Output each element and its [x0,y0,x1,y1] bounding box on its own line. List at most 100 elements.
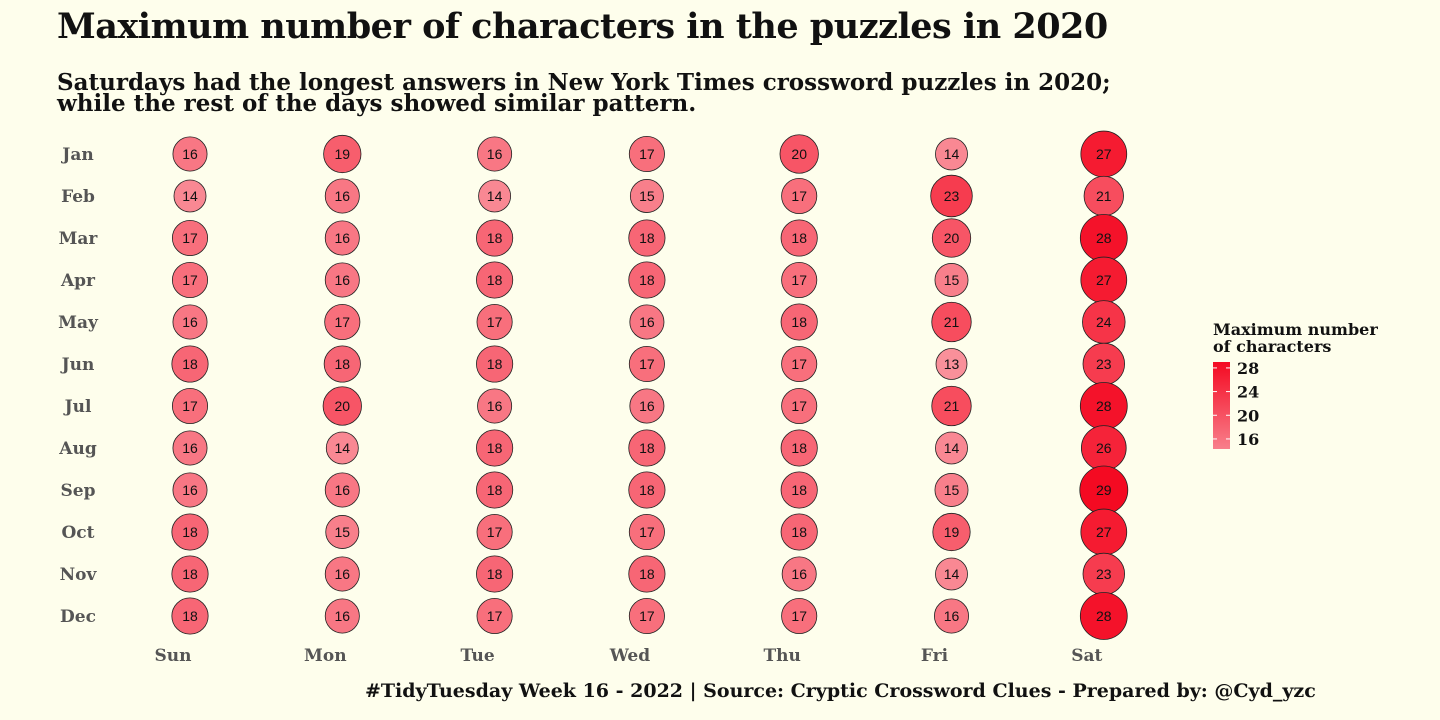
bubble-circle [172,136,208,172]
bubble-circle [171,219,209,257]
bubble-circle [628,597,665,635]
bubble-nov-tue: 18 [476,555,514,593]
bubble-jan-tue: 16 [477,136,513,172]
bubble-value-label: 16 [335,566,351,582]
bubble-circle [781,597,818,635]
bubble-value-label: 16 [944,608,960,624]
bubble-mar-sat: 28 [1079,214,1128,262]
bubble-aug-sun: 16 [172,430,208,466]
bubble-jul-thu: 17 [781,387,818,425]
bubble-value-label: 17 [791,272,807,288]
bubble-circle [172,304,208,340]
bubble-may-mon: 17 [324,303,361,341]
bubble-value-label: 18 [791,314,807,330]
legend-tick-label: 20 [1237,406,1259,425]
bubble-value-label: 18 [639,272,655,288]
bubble-circle [781,387,818,425]
month-labels: Jan Feb Mar Apr May Jun Jul Aug Sep Oct Nov Dec [58,145,99,627]
bubble-circle [171,261,209,299]
bubble-circle [628,471,666,509]
bubble-dec-mon: 16 [324,598,360,634]
bubble-jun-tue: 18 [476,345,514,383]
bubble-jul-sat: 28 [1079,382,1128,430]
bubble-dec-fri: 16 [934,598,969,634]
bubble-circle [322,386,362,426]
month-label-aug: Aug [58,439,97,459]
bubble-value-label: 14 [182,188,198,204]
bubble-feb-sun: 14 [173,179,207,213]
bubble-value-label: 18 [182,356,198,372]
bubble-value-label: 28 [1096,608,1112,624]
bubble-dec-sat: 28 [1079,592,1128,640]
bubble-value-label: 28 [1096,230,1112,246]
bubble-dec-wed: 17 [628,597,665,635]
bubble-circle [477,136,513,172]
bubble-circle [629,388,665,424]
bubble-jul-wed: 16 [629,388,665,424]
bubble-jul-sun: 17 [171,387,209,425]
bubbles: 16 19 16 17 20 14 27 14 16 14 15 17 23 21 17 16 18 18 18 20… [171,130,1129,640]
bubble-apr-sun: 17 [171,261,209,299]
bubble-circle [779,134,819,174]
month-label-jul: Jul [63,397,92,417]
bubble-circle [930,174,973,218]
bubble-sep-fri: 15 [934,473,969,507]
bubble-mar-sun: 17 [171,219,209,257]
bubble-nov-fri: 14 [935,557,968,591]
bubble-circle [931,301,972,343]
bubble-oct-sat: 27 [1080,508,1128,556]
bubble-value-label: 23 [944,188,960,204]
bubble-jan-mon: 19 [323,134,362,174]
bubble-feb-sat: 21 [1083,175,1124,217]
bubble-circle [476,345,514,383]
bubble-oct-fri: 19 [932,512,971,552]
bubble-dec-thu: 17 [781,597,818,635]
bubble-value-label: 17 [182,272,198,288]
bubble-sep-wed: 18 [628,471,666,509]
bubble-sep-tue: 18 [476,471,514,509]
bubble-circle [323,345,361,383]
bubble-circle [628,261,666,299]
bubble-circle [324,472,360,508]
legend-color-bar [1213,362,1230,449]
bubble-circle [628,345,665,383]
bubble-circle [172,430,208,466]
bubble-jun-wed: 17 [628,345,665,383]
bubble-jul-fri: 21 [931,385,972,427]
bubble-mar-fri: 20 [931,218,972,258]
bubble-value-label: 17 [487,524,503,540]
bubble-value-label: 18 [487,356,503,372]
month-label-jan: Jan [60,145,93,165]
bubble-jan-sat: 27 [1080,130,1128,178]
bubble-nov-wed: 18 [628,555,666,593]
bubble-apr-tue: 18 [476,261,514,299]
bubble-feb-mon: 16 [324,178,360,214]
legend-tick-label: 28 [1237,359,1259,378]
bubble-value-label: 18 [487,482,503,498]
bubble-circle [628,555,666,593]
bubble-jan-wed: 17 [628,135,665,173]
bubble-value-label: 14 [335,440,351,456]
bubble-oct-mon: 15 [325,515,360,549]
bubble-value-label: 16 [335,188,351,204]
bubble-value-label: 17 [639,146,655,162]
bubble-apr-thu: 17 [781,261,818,299]
bubble-value-label: 27 [1096,524,1112,540]
bubble-circle [935,348,968,380]
day-label-mon: Mon [304,646,347,666]
legend: Maximum number of characters 16 20 24 28 [1213,320,1378,449]
bubble-value-label: 21 [944,398,960,414]
bubble-value-label: 19 [335,146,351,162]
bubble-value-label: 16 [182,440,198,456]
bubble-feb-wed: 15 [629,179,664,213]
bubble-value-label: 14 [944,440,960,456]
bubble-value-label: 18 [182,524,198,540]
bubble-aug-fri: 14 [935,431,968,465]
bubble-dec-sun: 18 [171,597,209,635]
bubble-circle [1079,592,1128,640]
bubble-value-label: 16 [182,146,198,162]
bubble-value-label: 17 [182,398,198,414]
bubble-circle [934,473,969,507]
legend-tick-label: 24 [1237,383,1259,402]
bubble-feb-fri: 23 [930,174,973,218]
